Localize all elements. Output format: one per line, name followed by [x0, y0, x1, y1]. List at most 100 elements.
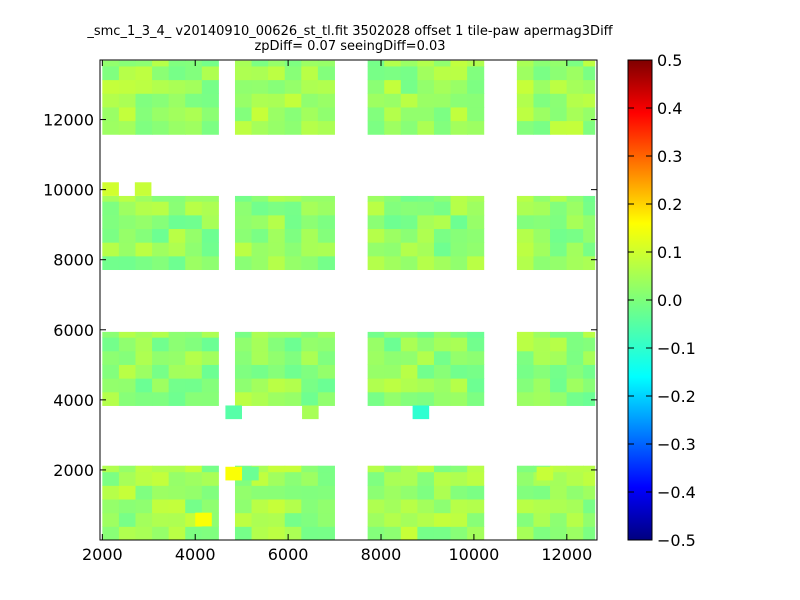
heatmap-cell — [102, 195, 120, 202]
y-tick-label: 8000 — [53, 251, 94, 270]
heatmap-cell — [251, 391, 269, 406]
heatmap-cell — [516, 65, 534, 81]
heatmap-cell — [417, 499, 435, 514]
heatmap-cell — [234, 499, 253, 514]
heatmap-cell — [533, 214, 551, 230]
heatmap-cell — [400, 242, 418, 257]
heatmap-cell — [417, 60, 435, 67]
heatmap-cell — [135, 364, 153, 379]
heatmap-cell — [168, 485, 186, 500]
heatmap-cell — [168, 331, 186, 338]
heatmap-cell — [533, 65, 551, 81]
heatmap-cell — [225, 466, 242, 481]
heatmap-cell — [550, 526, 568, 540]
heatmap-cell — [301, 201, 319, 216]
heatmap-cell — [533, 337, 551, 352]
heatmap-cell — [433, 93, 452, 108]
heatmap-cell — [284, 214, 302, 230]
heatmap-cell — [102, 106, 120, 122]
heatmap-cell — [566, 526, 584, 540]
heatmap-cell — [102, 465, 120, 473]
heatmap-cell — [400, 512, 418, 527]
heatmap-cell — [268, 526, 286, 540]
heatmap-cell — [284, 242, 302, 257]
heatmap-cell — [384, 93, 402, 108]
heatmap-cell — [367, 201, 385, 216]
heatmap-cell — [185, 228, 203, 243]
heatmap-cell — [550, 485, 568, 500]
heatmap-cell — [152, 228, 170, 243]
heatmap-cell — [301, 93, 319, 108]
heatmap-cell — [268, 60, 286, 67]
heatmap-cell — [417, 120, 435, 135]
heatmap-cell — [201, 499, 219, 514]
heatmap-cell — [566, 331, 584, 338]
heatmap-cell — [284, 471, 302, 486]
heatmap-cell — [152, 364, 170, 379]
chart-title: _smc_1_3_4_ v20140910_00626_st_tl.fit 35… — [0, 24, 700, 54]
colorbar-tick-label: 0.2 — [657, 195, 682, 214]
heatmap-cell — [450, 93, 468, 108]
heatmap-cell — [417, 485, 435, 500]
heatmap-cell — [102, 337, 120, 352]
heatmap-cell — [152, 106, 170, 122]
heatmap-cell — [234, 350, 253, 365]
heatmap-cell — [550, 331, 568, 338]
heatmap-cell — [550, 195, 568, 202]
heatmap-cell — [284, 465, 302, 473]
heatmap-cell — [284, 350, 302, 365]
heatmap-cell — [317, 106, 335, 122]
heatmap-cell — [566, 60, 584, 67]
heatmap-cell — [118, 378, 136, 393]
heatmap-cell — [268, 214, 286, 230]
heatmap-cell — [417, 364, 435, 379]
heatmap-cell — [516, 255, 534, 271]
heatmap-cell — [168, 255, 186, 271]
heatmap-cell — [367, 485, 385, 500]
heatmap-cell — [550, 471, 568, 486]
heatmap-cell — [268, 93, 286, 108]
heatmap-cell — [118, 242, 136, 257]
heatmap-cell — [450, 350, 468, 365]
heatmap-cell — [284, 255, 302, 271]
heatmap-cell — [533, 120, 551, 135]
heatmap-cell — [367, 255, 385, 271]
heatmap-cell — [516, 364, 534, 379]
heatmap-cell — [317, 465, 335, 473]
heatmap-cell — [566, 228, 584, 243]
heatmap-cell — [251, 337, 269, 352]
heatmap-cell — [400, 228, 418, 243]
heatmap-cell — [201, 79, 219, 94]
heatmap-cell — [102, 471, 120, 486]
heatmap-cell — [317, 79, 335, 94]
heatmap-cell — [201, 378, 219, 393]
heatmap-cell — [317, 512, 335, 527]
heatmap-cell — [417, 65, 435, 81]
heatmap-cell — [450, 120, 468, 135]
heatmap-cell — [168, 242, 186, 257]
heatmap-cell — [168, 228, 186, 243]
heatmap-cell — [583, 331, 596, 338]
heatmap-cell — [168, 106, 186, 122]
heatmap-cell — [450, 391, 468, 406]
heatmap-cell — [533, 79, 551, 94]
heatmap-cell — [168, 364, 186, 379]
heatmap-cell — [417, 512, 435, 527]
heatmap-cell — [433, 195, 452, 202]
heatmap-cell — [516, 214, 534, 230]
heatmap-cell — [367, 364, 385, 379]
heatmap-cell — [185, 201, 203, 216]
heatmap-cell — [516, 526, 534, 540]
colorbar-tick-label: 0.4 — [657, 99, 682, 118]
heatmap-cell — [550, 60, 568, 67]
heatmap-cell — [284, 378, 302, 393]
heatmap-cell — [185, 79, 203, 94]
heatmap-cell — [135, 60, 153, 67]
heatmap-cell — [583, 79, 596, 94]
heatmap-cell — [450, 378, 468, 393]
heatmap-cell — [566, 195, 584, 202]
heatmap-cell — [168, 120, 186, 135]
heatmap-cell — [550, 242, 568, 257]
heatmap-cell — [284, 120, 302, 135]
